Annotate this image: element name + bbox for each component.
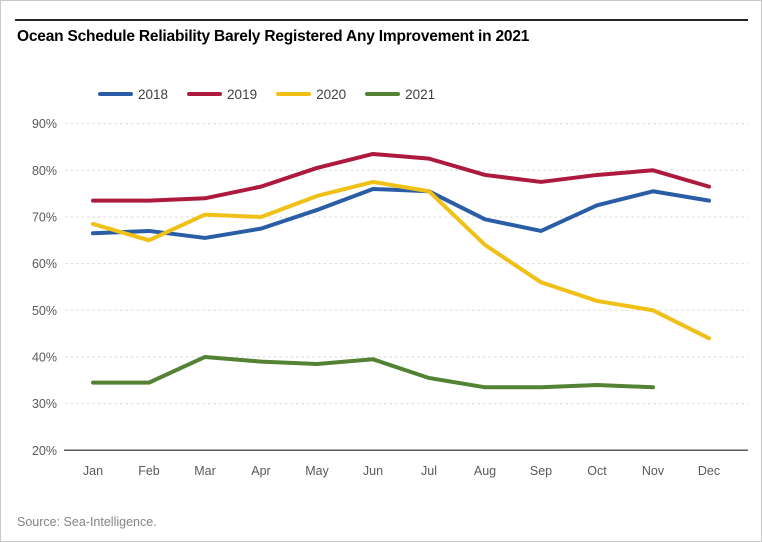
series-line-2019 xyxy=(91,151,711,203)
legend-item-2020: 2020 xyxy=(276,87,346,102)
y-tick-label: 60% xyxy=(32,257,57,271)
y-tick-label: 90% xyxy=(32,117,57,131)
x-tick-label: Aug xyxy=(474,464,496,478)
x-tick-label: Oct xyxy=(587,464,607,478)
y-tick-label: 80% xyxy=(32,164,57,178)
source-note: Source: Sea-Intelligence. xyxy=(17,515,157,529)
series-line-2020 xyxy=(91,179,711,341)
legend-item-2018: 2018 xyxy=(98,87,168,102)
y-tick-label: 40% xyxy=(32,350,57,364)
y-tick-label: 70% xyxy=(32,210,57,224)
legend-swatch-2021 xyxy=(365,92,401,96)
series-line-2021 xyxy=(91,354,655,390)
x-axis-labels: Jan Feb Mar Apr May Jun Jul Aug Sep Oct Nov Dec xyxy=(83,464,720,478)
legend-swatch-2018 xyxy=(98,92,133,96)
legend-label-2019: 2019 xyxy=(227,86,258,102)
legend-label-2021: 2021 xyxy=(405,86,436,102)
x-tick-label: Sep xyxy=(530,464,552,478)
y-gridlines xyxy=(65,123,748,405)
x-tick-label: Dec xyxy=(698,464,720,478)
y-axis-labels: 20% 30% 40% 50% 60% 70% 80% 90% xyxy=(32,117,57,458)
legend-label-2020: 2020 xyxy=(316,86,347,102)
top-rule-divider xyxy=(15,19,748,21)
legend-swatch-2020 xyxy=(276,92,312,96)
legend-swatch-2019 xyxy=(187,92,223,96)
x-tick-label: Jun xyxy=(363,464,383,478)
chart-legend: 2018 2019 2020 2021 xyxy=(98,85,435,103)
x-tick-label: May xyxy=(305,464,329,478)
series-line-2018 xyxy=(91,186,711,240)
legend-item-2019: 2019 xyxy=(187,87,257,102)
legend-label-2018: 2018 xyxy=(138,86,169,102)
y-tick-label: 20% xyxy=(32,444,57,458)
x-tick-label: Mar xyxy=(194,464,216,478)
x-tick-label: Nov xyxy=(642,464,665,478)
x-tick-label: Jan xyxy=(83,464,103,478)
y-tick-label: 30% xyxy=(32,397,57,411)
page-title: Ocean Schedule Reliability Barely Regist… xyxy=(17,28,530,45)
x-tick-label: Jul xyxy=(421,464,437,478)
x-tick-label: Apr xyxy=(251,464,270,478)
x-tick-label: Feb xyxy=(138,464,160,478)
y-tick-label: 50% xyxy=(32,304,57,318)
legend-item-2021: 2021 xyxy=(365,87,435,102)
